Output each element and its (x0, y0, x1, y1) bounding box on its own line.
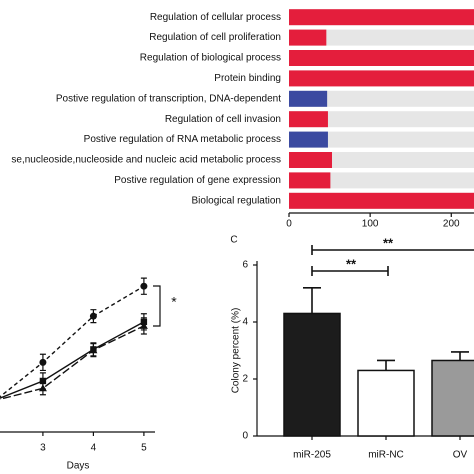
x-tick-label: miR-NC (368, 450, 404, 461)
bar (431, 359, 474, 437)
marker (140, 282, 148, 290)
marker (89, 312, 97, 320)
bar (289, 90, 328, 107)
bar (289, 70, 474, 87)
y-tick-label: 2 (242, 374, 248, 385)
category-label: Postive regulation of gene expression (114, 175, 281, 186)
x-tick-label: 3 (40, 443, 46, 454)
bar (357, 369, 415, 437)
bar (289, 131, 328, 148)
annotation: * (171, 294, 177, 310)
x-tick-label: 4 (91, 443, 97, 454)
category-label: Regulation of cell invasion (165, 114, 281, 125)
annotation: ** (346, 256, 357, 271)
category-label: Regulation of biological process (140, 53, 281, 64)
panel-label: C (230, 235, 237, 246)
y-tick-label: 0 (242, 431, 248, 442)
marker (39, 358, 47, 366)
bar (283, 312, 341, 437)
x-tick-label: 5 (141, 443, 147, 454)
bar (289, 9, 474, 26)
x-tick-label: 100 (362, 219, 379, 230)
category-label: Protein binding (214, 73, 281, 84)
x-tick-label: 0 (286, 219, 292, 230)
bar (289, 29, 327, 46)
bar (289, 172, 331, 189)
category-label: Postive regulation of transcription, DNA… (56, 93, 281, 104)
y-axis-label: Colony percent (%) (231, 308, 242, 394)
error-bar (377, 359, 395, 371)
line (0, 321, 145, 399)
category-label: se,nucleoside,nucleoside and nucleic aci… (11, 155, 281, 166)
x-tick-label: 200 (443, 219, 460, 230)
category-label: Regulation of cell proliferation (149, 32, 281, 43)
marker (38, 384, 47, 392)
significance-bracket (153, 285, 161, 327)
significance-bracket (311, 266, 389, 276)
marker (89, 346, 98, 354)
significance-bracket (311, 245, 474, 255)
x-tick-label: miR-205 (293, 450, 331, 461)
line (0, 325, 145, 400)
y-tick-label: 4 (242, 317, 248, 328)
row-band (289, 29, 474, 46)
x-axis-label: Days (67, 461, 90, 472)
y-tick-label: 6 (242, 260, 248, 271)
error-bar (451, 351, 469, 361)
marker (39, 377, 47, 385)
line (0, 285, 145, 398)
bar (289, 152, 333, 168)
row-band (289, 152, 474, 168)
bar (289, 192, 474, 209)
bar (289, 111, 328, 128)
x-tick-label: OV (453, 450, 468, 461)
category-label: Regulation of cellular process (150, 12, 281, 23)
row-band (289, 131, 474, 148)
annotation: ** (383, 235, 394, 250)
bar (289, 50, 474, 66)
row-band (289, 90, 474, 107)
row-band (289, 172, 474, 189)
error-bar (303, 287, 321, 314)
category-label: Postive regulation of RNA metabolic proc… (84, 134, 281, 145)
row-band (289, 111, 474, 128)
category-label: Biological regulation (191, 195, 281, 206)
marker (139, 321, 148, 329)
